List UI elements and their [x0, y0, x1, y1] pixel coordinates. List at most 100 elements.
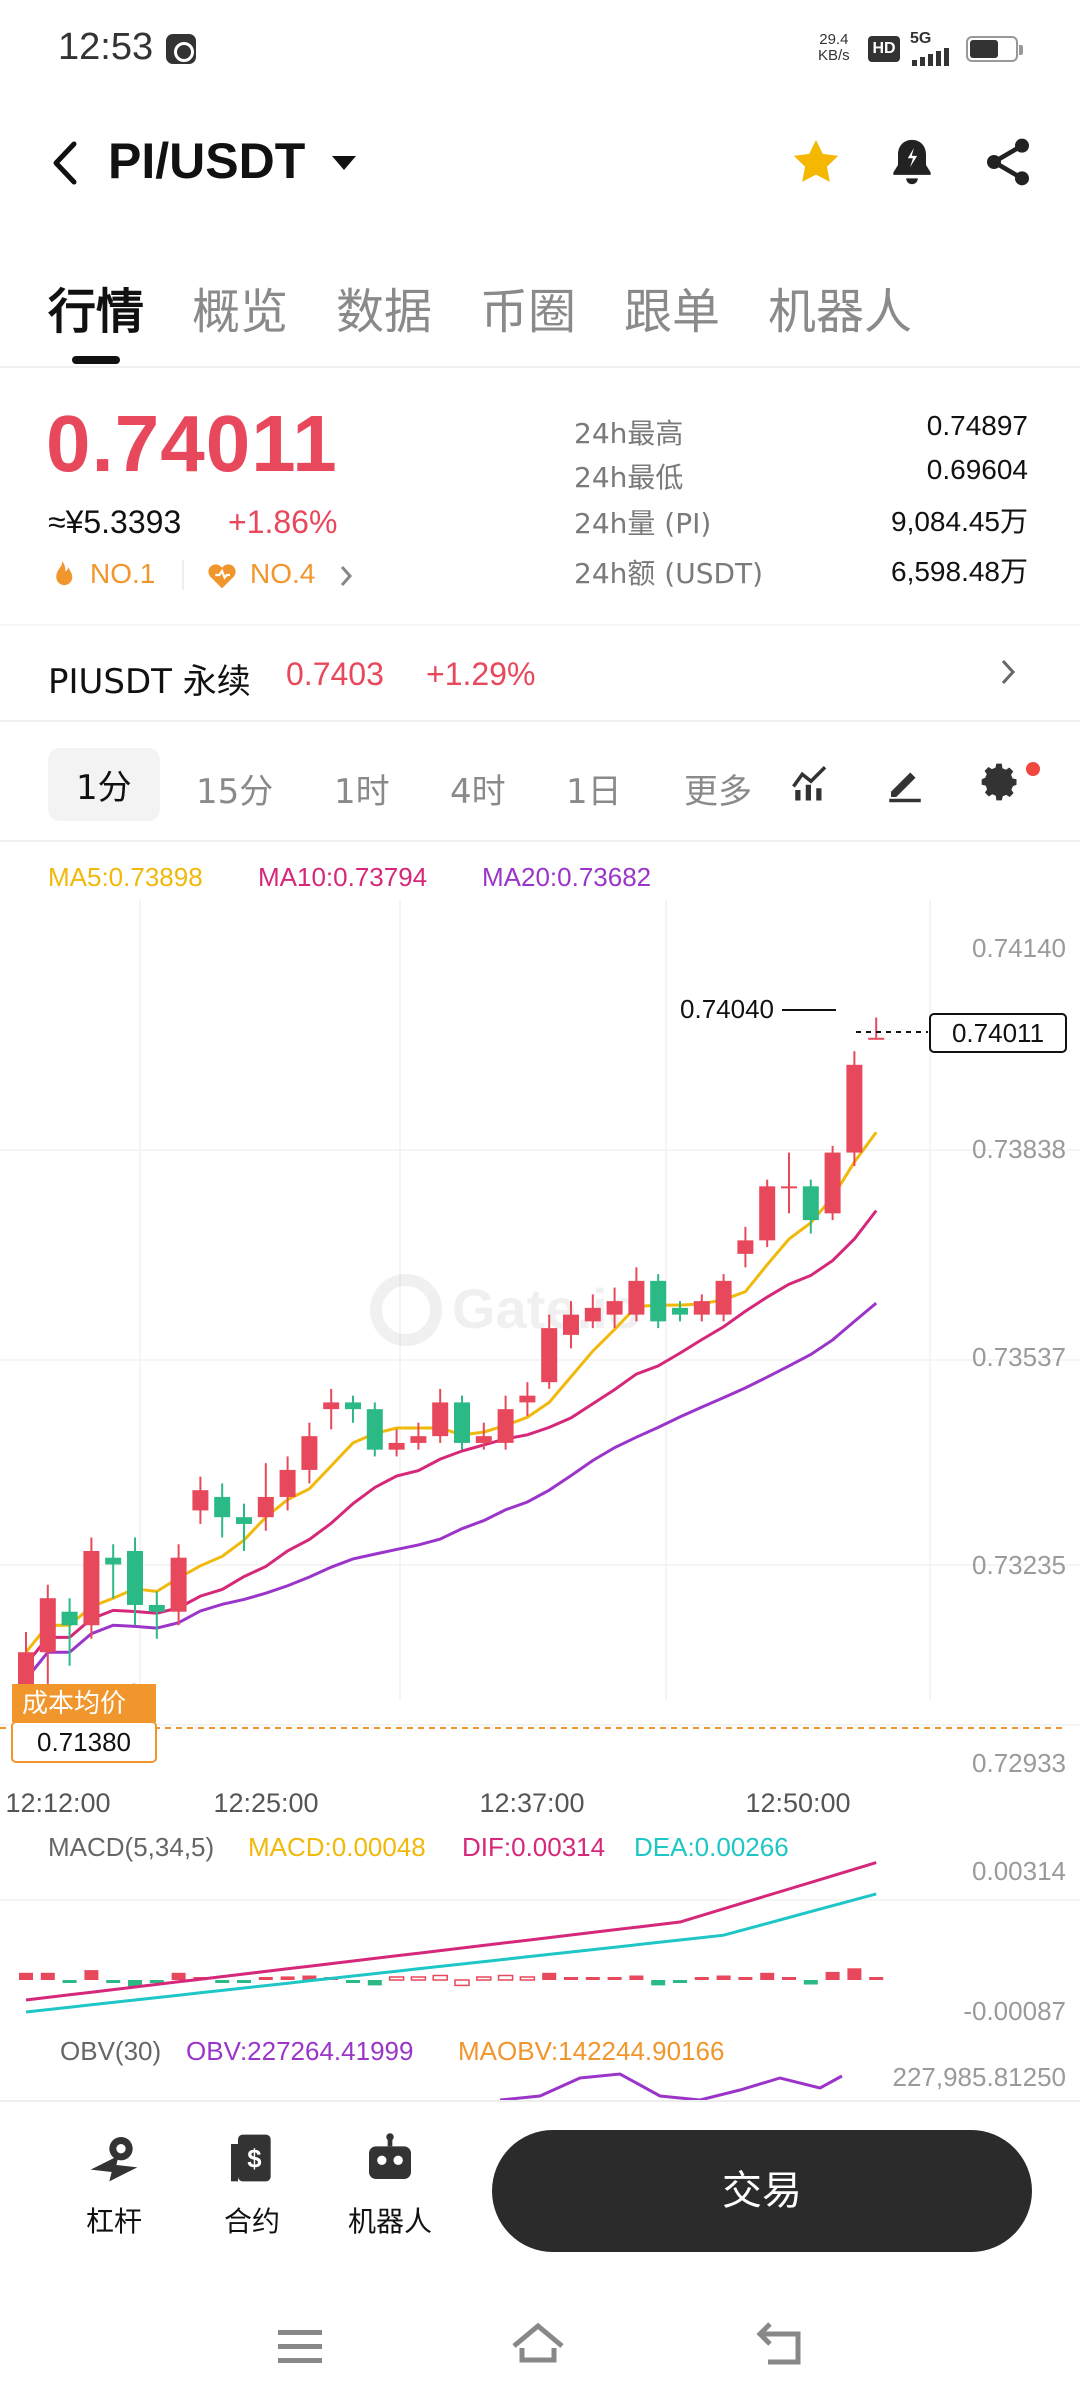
tab-bots[interactable]: 机器人	[768, 284, 913, 340]
macd-panel	[19, 1861, 884, 2014]
macd-bar	[716, 1975, 731, 1980]
dea-value: DEA:0.00266	[634, 1832, 789, 1862]
tab-data[interactable]: 数据	[336, 284, 433, 340]
rank-badge-2[interactable]: NO.4	[250, 558, 316, 589]
interval-1h[interactable]: 1时	[334, 772, 390, 812]
candle	[388, 1442, 405, 1450]
macd-bar	[825, 1971, 840, 1980]
notification-dot	[1026, 762, 1040, 776]
rank-badge-1[interactable]: NO.1	[90, 558, 156, 589]
candle	[693, 1301, 710, 1315]
stat-value-volume: 9,084.45万	[891, 506, 1028, 537]
settings-gear-icon[interactable]	[978, 760, 1022, 804]
macd-bar	[607, 1977, 622, 1980]
candle	[279, 1469, 296, 1497]
candle	[781, 1186, 797, 1189]
interval-15m[interactable]: 15分	[196, 772, 274, 812]
stat-label-high: 24h最高	[574, 417, 684, 450]
chart-grid	[0, 900, 1080, 1901]
menu-icon[interactable]	[270, 2318, 330, 2374]
chevron-right-icon[interactable]	[998, 656, 1018, 688]
macd-bar	[629, 1975, 644, 1980]
tab-copy-trading[interactable]: 跟单	[624, 284, 721, 340]
back-nav-icon[interactable]	[752, 2318, 812, 2374]
candle	[257, 1496, 274, 1518]
chevron-down-icon[interactable]	[332, 156, 356, 170]
leverage-label: 杠杆	[85, 2205, 142, 2238]
dif-value: DIF:0.00314	[462, 1832, 605, 1862]
stat-label-turnover: 24h额 (USDT)	[574, 557, 764, 590]
star-icon[interactable]	[788, 134, 844, 190]
macd-bar	[542, 1972, 557, 1980]
divider	[0, 366, 1080, 368]
macd-bar	[651, 1980, 666, 1986]
high-label: 0.74040	[680, 994, 774, 1024]
hd-badge: HD	[868, 36, 900, 62]
macd-bar	[258, 1977, 273, 1980]
tab-market[interactable]: 行情	[48, 284, 145, 340]
interval-1m[interactable]: 1分	[48, 748, 160, 821]
candle	[192, 1490, 209, 1511]
trade-button[interactable]: 交易	[492, 2130, 1032, 2252]
robot-icon	[369, 2133, 411, 2179]
y-tick: 0.72933	[972, 1748, 1066, 1778]
obv-y-top: 227,985.81250	[892, 2062, 1066, 2092]
chevron-right-icon[interactable]	[338, 564, 354, 588]
candle	[715, 1280, 732, 1315]
interval-4h[interactable]: 4时	[450, 772, 506, 812]
interval-1d[interactable]: 1日	[566, 772, 622, 812]
candle	[563, 1314, 579, 1335]
ma10-line	[24, 1209, 878, 1666]
x-tick: 12:50:00	[745, 1788, 850, 1818]
perpetual-change: +1.29%	[426, 656, 536, 692]
candle	[301, 1436, 318, 1470]
obv-line	[499, 2072, 843, 2100]
tab-community[interactable]: 币圈	[480, 284, 577, 340]
indicator-icon[interactable]	[790, 762, 832, 804]
perpetual-price: 0.7403	[286, 656, 384, 692]
tab-overview[interactable]: 概览	[192, 284, 289, 340]
draw-pen-icon[interactable]	[884, 762, 926, 804]
ma5-path	[24, 1131, 878, 1654]
interval-more[interactable]: 更多	[684, 772, 752, 812]
bot-button[interactable]: 机器人	[330, 2130, 450, 2240]
y-tick: 0.73235	[972, 1550, 1066, 1580]
network-speed: 29.4 KB/s	[818, 32, 850, 64]
share-icon[interactable]	[980, 134, 1036, 190]
network-speed-value: 29.4	[819, 31, 849, 48]
macd-bar	[694, 1977, 709, 1980]
macd-bar	[40, 1972, 55, 1980]
macd-bar	[738, 1977, 753, 1980]
candle	[432, 1402, 449, 1437]
macd-bar	[84, 1970, 99, 1980]
price-chart[interactable]: Gate.io 0.74140 0.73838 0.73537 0.73235 …	[0, 900, 1080, 2100]
alert-bell-icon[interactable]	[884, 134, 940, 190]
network-type: 5G	[910, 30, 932, 47]
home-icon[interactable]	[508, 2318, 568, 2374]
contract-label: 合约	[223, 2205, 280, 2238]
macd-bar	[346, 1980, 360, 1983]
ma20-path	[24, 1301, 878, 1681]
pair-selector[interactable]: PI/USDT	[108, 133, 306, 189]
ma10-path	[24, 1209, 878, 1666]
back-button[interactable]	[46, 138, 86, 188]
cost-average-tag[interactable]	[12, 1684, 156, 1722]
dif-line	[25, 1861, 877, 2002]
current-price-box	[929, 1013, 1067, 1053]
dea-line	[25, 1892, 877, 2014]
candle	[236, 1517, 252, 1524]
status-time: 12:53	[58, 26, 154, 68]
stat-value-low: 0.69604	[926, 454, 1028, 485]
stat-value-turnover: 6,598.48万	[891, 556, 1028, 587]
y-tick: 0.74140	[972, 933, 1066, 963]
leverage-button[interactable]: 杠杆	[54, 2130, 174, 2240]
macd-value: MACD:0.00048	[248, 1832, 426, 1862]
contract-button[interactable]: $ 合约	[192, 2130, 312, 2240]
candles	[18, 1017, 885, 1720]
candle	[846, 1064, 863, 1153]
candle	[410, 1436, 427, 1443]
svg-text:$: $	[247, 2145, 261, 2173]
macd-bar	[388, 1976, 405, 1981]
candle	[83, 1550, 100, 1626]
maobv-value: MAOBV:142244.90166	[458, 2036, 724, 2066]
